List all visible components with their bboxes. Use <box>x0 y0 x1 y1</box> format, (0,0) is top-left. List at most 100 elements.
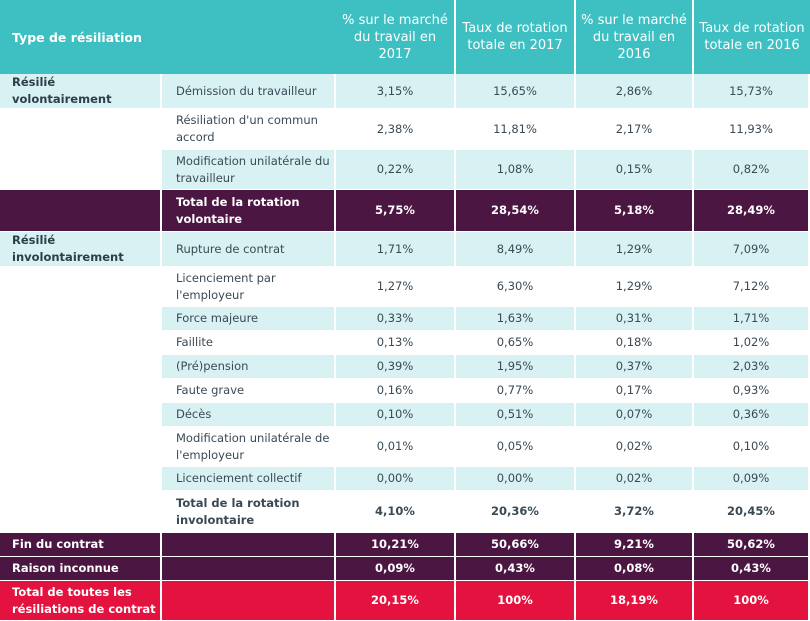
cell-value: 0,36% <box>694 403 810 427</box>
cell-value: 3,72% <box>576 491 694 533</box>
group-spacer <box>0 355 162 379</box>
cell-value: 0,37% <box>576 355 694 379</box>
row-label: Résiliation d'un commun accord <box>162 109 336 150</box>
cell-value: 1,95% <box>456 355 576 379</box>
cell-value: 0,43% <box>694 557 810 581</box>
cell-value: 0,65% <box>456 331 576 355</box>
cell-value: 0,93% <box>694 379 810 403</box>
cell-value: 0,08% <box>576 557 694 581</box>
row-label: Fin du contrat <box>0 533 162 557</box>
cell-value: 0,16% <box>336 379 456 403</box>
table-row: Modification unilatérale de l'employeur … <box>0 427 810 467</box>
cell-value: 20,15% <box>336 581 456 621</box>
table-row: Résilié volontairement Démission du trav… <box>0 74 810 109</box>
cell-value: 2,38% <box>336 109 456 150</box>
cell-value: 9,21% <box>576 533 694 557</box>
cell-value: 0,01% <box>336 427 456 467</box>
group-spacer <box>0 109 162 150</box>
cell-value: 50,62% <box>694 533 810 557</box>
table-row: Résilié involontairement Rupture de cont… <box>0 232 810 267</box>
row-label: Total de la rotation volontaire <box>162 190 336 232</box>
cell-value: 1,08% <box>456 150 576 190</box>
cell-value: 3,15% <box>336 74 456 109</box>
row-label: Décès <box>162 403 336 427</box>
cell-value: 1,29% <box>576 267 694 307</box>
cell-value: 10,21% <box>336 533 456 557</box>
cell-value: 0,09% <box>694 467 810 491</box>
cell-value: 0,05% <box>456 427 576 467</box>
cell-value: 8,49% <box>456 232 576 267</box>
row-label: Licenciement par l'employeur <box>162 267 336 307</box>
cell-value: 100% <box>456 581 576 621</box>
cell-value: 1,71% <box>336 232 456 267</box>
row-label: Raison inconnue <box>0 557 162 581</box>
cell-value: 20,36% <box>456 491 576 533</box>
row-label: Faillite <box>162 331 336 355</box>
row-label: Force majeure <box>162 307 336 331</box>
cell-value: 1,71% <box>694 307 810 331</box>
cell-value: 7,12% <box>694 267 810 307</box>
table-row: (Pré)pension 0,39% 1,95% 0,37% 2,03% <box>0 355 810 379</box>
cell-value: 15,73% <box>694 74 810 109</box>
cell-value: 0,09% <box>336 557 456 581</box>
cell-value: 11,81% <box>456 109 576 150</box>
cell-value: 2,86% <box>576 74 694 109</box>
cell-value: 0,31% <box>576 307 694 331</box>
group-spacer <box>0 190 162 232</box>
cell-value: 0,07% <box>576 403 694 427</box>
cell-value: 28,49% <box>694 190 810 232</box>
group-spacer <box>0 307 162 331</box>
cell-value: 4,10% <box>336 491 456 533</box>
cell-value: 5,75% <box>336 190 456 232</box>
table-row: Faillite 0,13% 0,65% 0,18% 1,02% <box>0 331 810 355</box>
cell-value: 1,63% <box>456 307 576 331</box>
cell-value: 1,27% <box>336 267 456 307</box>
header-rate-2017: Taux de rotation totale en 2017 <box>456 0 576 74</box>
row-label: Faute grave <box>162 379 336 403</box>
cell-value: 15,65% <box>456 74 576 109</box>
cell-value: 20,45% <box>694 491 810 533</box>
cell-value: 2,03% <box>694 355 810 379</box>
table-row: Décès 0,10% 0,51% 0,07% 0,36% <box>0 403 810 427</box>
cell-value: 0,00% <box>456 467 576 491</box>
group-label-involuntary: Résilié involontairement <box>0 232 162 267</box>
row-label: Licenciement collectif <box>162 467 336 491</box>
group-spacer <box>0 427 162 467</box>
table-row: Résiliation d'un commun accord 2,38% 11,… <box>0 109 810 150</box>
empty-cell <box>162 533 336 557</box>
summary-row: Raison inconnue 0,09% 0,43% 0,08% 0,43% <box>0 557 810 581</box>
group-spacer <box>0 150 162 190</box>
cell-value: 0,02% <box>576 467 694 491</box>
cell-value: 11,93% <box>694 109 810 150</box>
empty-cell <box>162 581 336 621</box>
row-label: (Pré)pension <box>162 355 336 379</box>
empty-cell <box>162 557 336 581</box>
cell-value: 1,02% <box>694 331 810 355</box>
row-label: Total de la rotation involontaire <box>162 491 336 533</box>
header-row: Type de résiliation % sur le marché du t… <box>0 0 810 74</box>
group-label-voluntary: Résilié volontairement <box>0 74 162 109</box>
cell-value: 0,43% <box>456 557 576 581</box>
row-label: Rupture de contrat <box>162 232 336 267</box>
table-row: Licenciement par l'employeur 1,27% 6,30%… <box>0 267 810 307</box>
cell-value: 0,22% <box>336 150 456 190</box>
row-label: Total de toutes les résiliations de cont… <box>0 581 162 621</box>
row-label: Modification unilatérale du travailleur <box>162 150 336 190</box>
header-type: Type de résiliation <box>0 0 336 74</box>
cell-value: 7,09% <box>694 232 810 267</box>
cell-value: 50,66% <box>456 533 576 557</box>
summary-row: Fin du contrat 10,21% 50,66% 9,21% 50,62… <box>0 533 810 557</box>
cell-value: 5,18% <box>576 190 694 232</box>
group-spacer <box>0 403 162 427</box>
cell-value: 2,17% <box>576 109 694 150</box>
cell-value: 0,10% <box>336 403 456 427</box>
cell-value: 0,10% <box>694 427 810 467</box>
cell-value: 0,77% <box>456 379 576 403</box>
row-label: Modification unilatérale de l'employeur <box>162 427 336 467</box>
cell-value: 0,13% <box>336 331 456 355</box>
cell-value: 0,18% <box>576 331 694 355</box>
cell-value: 0,39% <box>336 355 456 379</box>
cell-value: 0,17% <box>576 379 694 403</box>
group-spacer <box>0 467 162 491</box>
